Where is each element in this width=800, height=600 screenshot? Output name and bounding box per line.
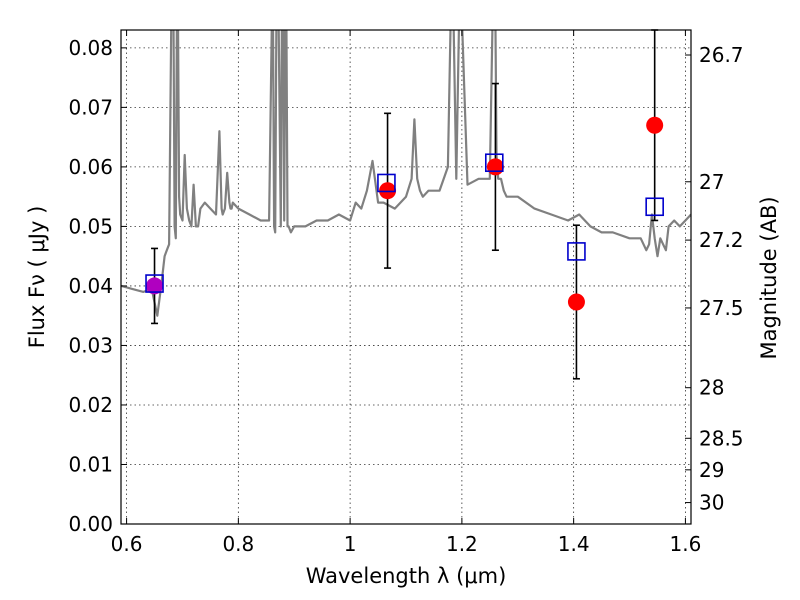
y2-tick-label: 29 [699,458,724,482]
y-tick-label: 0.04 [68,274,113,298]
y2-tick-label: 30 [699,491,724,515]
observed-point [146,277,164,295]
model-square [377,173,396,193]
x-axis-ticks: 0.6 0.8 1 1.2 1.4 1.6 [111,30,702,556]
y-axis-label: Flux Fν ( μJy ) [25,206,49,349]
plot-frame [120,29,692,525]
y2-tick-label: 28.5 [699,426,744,450]
spectrum-line [121,30,691,317]
observed-point [486,158,504,176]
y-axis-ticks: 0.00 0.01 0.02 0.03 0.04 0.05 0.06 0.07 0.08 [68,36,127,536]
model-square [484,153,504,173]
y-tick-label: 0.07 [68,95,113,119]
y2-axis-label: Magnitude (AB) [757,196,781,359]
observed-point [567,293,585,311]
squares-layer [145,153,664,293]
y-tick-label: 0.06 [68,155,113,179]
model-square [145,274,164,293]
x-tick-label: 1 [344,532,357,556]
model-square [567,242,586,261]
y2-tick-label: 28 [699,376,724,400]
x-tick-label: 1.4 [558,532,590,556]
y-tick-label: 0.02 [68,393,113,417]
x-axis-label: Wavelength λ (μm) [306,564,507,588]
y2-tick-label: 27 [699,170,724,194]
y-tick-label: 0.01 [68,452,113,476]
model-square [645,197,664,217]
x-tick-label: 1.6 [670,532,702,556]
x-tick-label: 0.8 [222,532,254,556]
y-tick-label: 0.08 [68,36,113,60]
x-tick-label: 0.6 [111,532,143,556]
y2-axis-ticks: 26.7 27 27.2 27.5 28 28.5 29 30 [685,43,744,515]
y2-tick-label: 26.7 [699,43,744,67]
y2-tick-label: 27.5 [699,296,744,320]
y2-tick-label: 27.2 [699,228,744,252]
y-tick-label: 0.05 [68,214,113,238]
y-tick-label: 0.00 [68,512,113,536]
x-tick-label: 1.2 [446,532,478,556]
spectrum-layer [121,30,691,317]
y-tick-label: 0.03 [68,333,113,357]
observed-point [646,116,664,134]
